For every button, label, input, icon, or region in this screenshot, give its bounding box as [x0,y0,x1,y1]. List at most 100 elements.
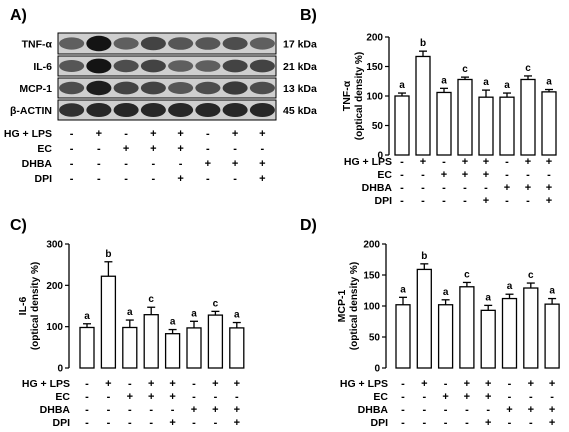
y-tick-label: 300 [46,240,63,251]
chart-b-treatment-sign: + [525,156,531,168]
chart-b-treatment-sign: - [400,169,404,181]
chart-b-treatment-sign: - [442,156,446,168]
chart-b-treatment-sign: + [483,156,489,168]
chart-d-treatment-sign: - [422,417,426,429]
chart-c-treatment-sign: - [214,417,218,429]
significance-letter: a [485,292,491,303]
chart-d-treatment-sign: + [528,404,534,416]
blot-band [86,58,112,74]
chart-d-treatment-sign: - [401,417,405,429]
blot-treatment-sign: + [232,158,238,170]
bar [143,314,159,369]
chart-c-treatment-sign: - [85,404,89,416]
chart-b-treatment-sign: - [505,156,509,168]
blot-treatment-sign: - [206,143,210,155]
mcp-1-bar-chart: 0 50 100 150 200 MCP-1 (optical density %) a b a c… [336,240,560,429]
bar [437,304,454,369]
chart-b-treatment-sign: + [462,156,468,168]
bar [394,95,410,156]
chart-d-treatment-sign: + [464,391,470,403]
chart-c-treatment-sign: - [128,417,132,429]
chart-d-treatment-sign: - [529,417,533,429]
chart-d-treatment-sign: + [485,391,491,403]
y-tick-label: 200 [366,33,383,44]
chart-c-treatment-sign: - [149,417,153,429]
bar [122,326,138,369]
chart-c-treatment-sign: - [107,391,111,403]
y-axis-sublabel: (optical density %) [354,52,365,140]
blot-treatment-sign: - [70,158,74,170]
chart-c-treatment-sign: - [192,378,196,390]
blot-treatment-sign: + [177,173,183,185]
blot-treatment-sign: + [150,128,156,140]
bar [416,268,432,369]
bar [79,326,95,369]
chart-d-treatment-sign: + [421,378,427,390]
significance-letter: a [84,311,90,322]
blot-band [195,60,221,72]
blot-treatment-sign: - [179,158,183,170]
panel-b: B) 0 50 100 150 200 TNF-α (optical density %) a… [300,7,557,207]
blot-band [86,80,112,96]
chart-b-treatment-sign: + [546,182,552,194]
chart-c-treatment-sign: - [85,378,89,390]
chart-b-treatment-sign: - [421,182,425,194]
chart-b-treatment-sign: - [421,195,425,207]
blot-band [59,103,85,117]
blot-treatment-sign: - [261,143,265,155]
chart-d-treatment-sign: - [422,391,426,403]
significance-letter: a [234,310,240,321]
y-tick-label: 150 [363,271,380,282]
blot-treatment-sign: - [152,173,156,185]
chart-b-treatment-sign: + [483,169,489,181]
blot-protein-label: β-ACTIN [10,105,52,117]
blot-membrane-strip [57,77,277,99]
blot-band [222,59,248,73]
chart-b-treatment-label: EC [377,169,392,181]
blot-band [249,81,275,95]
chart-d-treatment-sign: + [549,404,555,416]
chart-c-treatment-label: DHBA [40,404,71,416]
chart-b-treatment-sign: - [547,169,551,181]
significance-letter: c [528,270,534,281]
significance-letter: a [504,80,510,91]
chart-c-treatment-sign: - [192,391,196,403]
chart-b-treatment-sign: - [442,195,446,207]
blot-kda-label: 17 kDa [283,39,317,51]
blot-treatment-sign: - [97,158,101,170]
blot-band [113,37,139,50]
chart-c-treatment-sign: + [148,391,154,403]
blot-band [59,60,85,72]
y-axis-sublabel: (optical density %) [349,262,360,350]
chart-d-treatment-sign: - [550,391,554,403]
blot-membrane-strip [57,55,277,77]
chart-d-treatment-sign: + [549,378,555,390]
significance-letter: a [443,287,449,298]
chart-c-treatment-label: HG + LPS [22,378,70,390]
significance-letter: a [399,80,405,91]
chart-b-treatment-sign: + [525,182,531,194]
chart-d-treatment-sign: + [485,378,491,390]
blot-kda-label: 45 kDa [283,105,317,117]
y-tick-label: 50 [372,121,384,132]
blot-band [168,60,194,72]
chart-b-treatment-sign: - [505,195,509,207]
chart-d-treatment-sign: - [486,404,490,416]
chart-b-treatment-sign: + [441,169,447,181]
blot-band [168,82,194,94]
significance-letter: a [441,75,447,86]
bar [164,333,181,369]
chart-c-treatment-sign: - [85,417,89,429]
blot-treatment-sign: + [177,143,183,155]
chart-b-treatment-sign: + [546,156,552,168]
chart-d-treatment-sign: - [444,417,448,429]
bar [544,303,560,369]
chart-b-treatment-sign: - [400,156,404,168]
chart-c-treatment-sign: + [127,391,133,403]
blot-band [222,103,248,117]
significance-letter: a [483,77,489,88]
blot-treatment-sign: - [124,158,128,170]
chart-d-treatment-sign: + [485,417,491,429]
blot-treatment-sign: + [96,128,102,140]
blot-protein-label: MCP-1 [19,83,52,95]
